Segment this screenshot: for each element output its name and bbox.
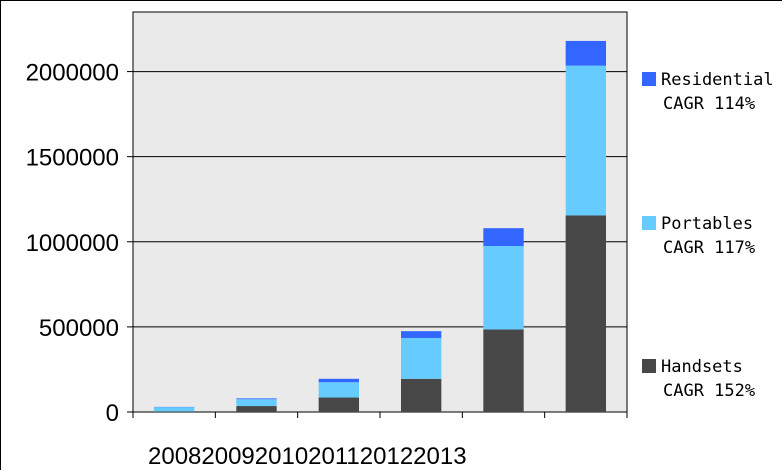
legend-label-portables: Portables	[661, 214, 753, 234]
legend-cagr-portables: CAGR 117%	[663, 238, 755, 258]
y-tick-label: 1000000	[26, 230, 119, 257]
bar-segment-handsets-2013	[565, 215, 607, 412]
x-tick-labels: 200820092010201120122013	[148, 443, 467, 470]
legend-swatch-handsets	[642, 359, 656, 373]
y-tick-label: 500000	[39, 315, 119, 342]
bar-segment-residential-2009	[236, 398, 277, 400]
bar-segment-handsets-2009	[236, 406, 277, 412]
bar-segment-residential-2010	[318, 378, 360, 383]
legend-swatch-portables	[642, 216, 656, 230]
bar-segment-portables-2008	[153, 407, 195, 412]
bar-segment-handsets-2012	[483, 329, 524, 412]
bar-segment-portables-2012	[483, 246, 524, 330]
bar-segment-handsets-2008	[153, 411, 195, 412]
bar-segment-portables-2010	[318, 382, 360, 398]
legend-label-handsets: Handsets	[661, 357, 743, 377]
legend-label-residential: Residential	[661, 70, 774, 90]
legend-swatch-residential	[642, 72, 656, 86]
legend-cagr-residential: CAGR 114%	[663, 94, 755, 114]
bar-segment-handsets-2011	[400, 378, 442, 412]
y-tick-label: 2000000	[26, 60, 119, 87]
bar-segment-portables-2011	[400, 337, 442, 379]
y-tick-label: 0	[106, 400, 119, 427]
bar-segment-residential-2013	[565, 40, 607, 66]
bar-segment-residential-2011	[400, 331, 442, 338]
y-tick-label: 1500000	[26, 145, 119, 172]
plot-area	[132, 11, 628, 413]
legend-cagr-handsets: CAGR 152%	[663, 381, 755, 401]
bar-segment-handsets-2010	[318, 397, 360, 412]
bar-segment-residential-2012	[483, 228, 524, 247]
bar-segment-portables-2009	[236, 399, 277, 407]
bar-segment-portables-2013	[565, 65, 607, 216]
